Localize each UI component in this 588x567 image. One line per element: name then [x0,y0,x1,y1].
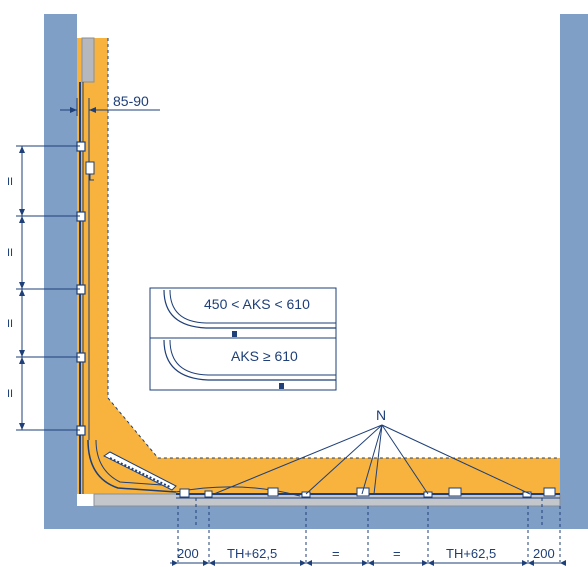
inset-min-label: AKS ≥ 610 [231,348,298,364]
dim-equal-1: = [332,546,340,561]
curved-track [87,439,177,493]
hook-device [85,161,95,175]
right-wall [560,14,588,529]
equal-mark-2: II [7,247,13,259]
floor [44,506,588,529]
wall-offset-label: 85-90 [113,93,149,109]
insulation-layer [77,38,560,494]
left-wall [44,14,77,529]
dim-right-200: 200 [533,546,555,561]
dim-left-200: 200 [177,546,199,561]
equal-mark-1: II [7,176,13,188]
equal-mark-4: II [7,388,13,400]
insulation-dashed-edge [107,38,560,459]
equal-mark-3: II [7,318,13,330]
dim-left-th: TH+62,5 [227,546,277,561]
inset-range-label: 450 < AKS < 610 [204,296,310,312]
n-label: N [376,407,386,423]
grey-box [81,37,95,83]
dim-equal-2: = [393,546,401,561]
floor-track-plate [93,493,561,507]
inset-panel [149,287,337,391]
dim-right-th: TH+62,5 [446,546,496,561]
